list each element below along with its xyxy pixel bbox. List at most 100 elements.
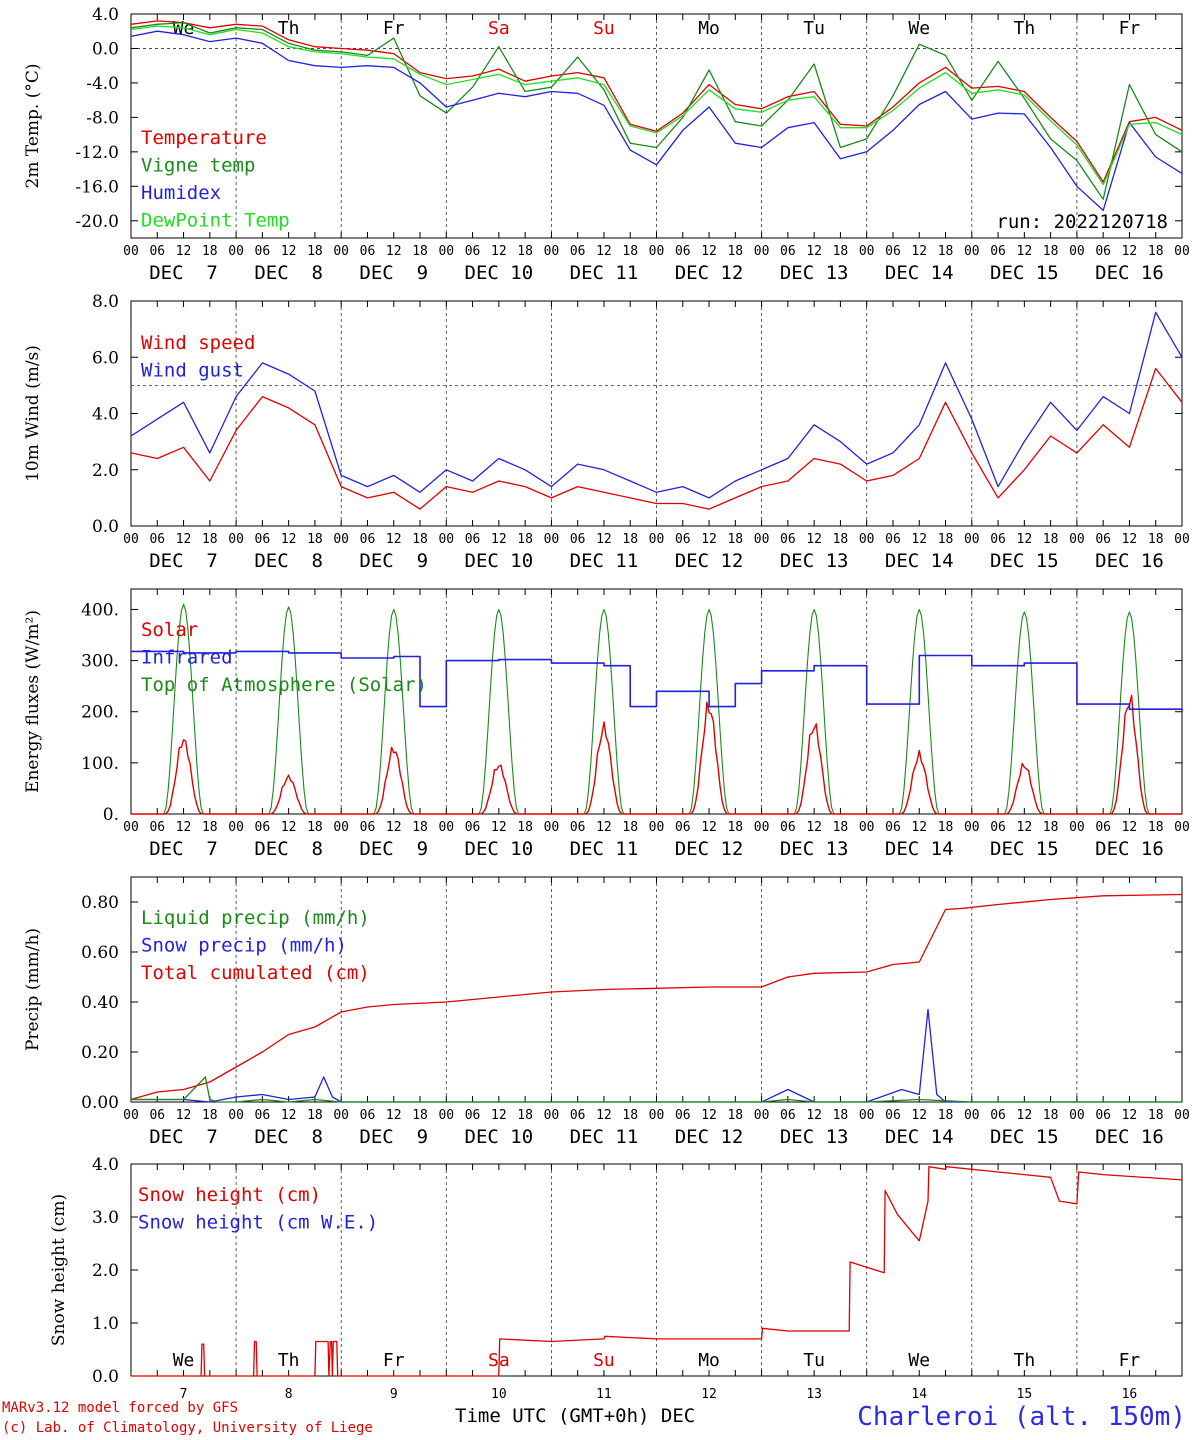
- series-line-vigne-temp: [130, 21, 1183, 200]
- day-number-label: 16: [1122, 1387, 1138, 1402]
- day-number-label: 8: [285, 1387, 293, 1402]
- weekday-label: Th: [278, 18, 300, 39]
- hour-label: 12: [1122, 820, 1138, 835]
- hour-label: 06: [780, 820, 796, 835]
- series-line-temperature: [130, 20, 1183, 183]
- date-label: DEC 10: [465, 838, 534, 860]
- hour-label: 00: [228, 820, 244, 835]
- hour-label: 00: [1174, 532, 1190, 547]
- hour-label: 00: [964, 244, 980, 259]
- model-credit: MARv3.12 model forced by GFS: [2, 1400, 239, 1416]
- series-line-dewpoint-temp: [130, 25, 1183, 186]
- hour-label: 18: [202, 532, 218, 547]
- hour-label: 12: [491, 820, 507, 835]
- hour-label: 18: [938, 532, 954, 547]
- hour-label: 00: [228, 1108, 244, 1123]
- hour-label: 00: [1174, 1108, 1190, 1123]
- date-label: DEC 14: [885, 550, 954, 572]
- hour-label: 00: [544, 532, 560, 547]
- hour-label: 00: [754, 244, 770, 259]
- hour-label: 06: [1095, 244, 1111, 259]
- weekday-label: Th: [1014, 18, 1036, 39]
- hour-label: 12: [176, 244, 192, 259]
- date-label: DEC 10: [465, 550, 534, 572]
- date-label: DEC 16: [1095, 550, 1164, 572]
- date-label: DEC 12: [675, 262, 744, 284]
- day-number-label: 11: [596, 1387, 612, 1402]
- hour-label: 06: [990, 244, 1006, 259]
- hour-label: 12: [806, 820, 822, 835]
- y-axis-label: Energy fluxes (W/m²): [23, 610, 43, 793]
- legend-entry: Snow height (cm W.E.): [138, 1212, 378, 1234]
- hour-label: 12: [701, 1108, 717, 1123]
- hour-label: 12: [596, 244, 612, 259]
- panel-2: 0.0 2.0 4.0 6.0 8.0 10m Wind (m/s) 00 06 12 18 DEC…: [23, 292, 1190, 572]
- hour-label: 12: [596, 1108, 612, 1123]
- hour-label: 06: [570, 532, 586, 547]
- date-label: DEC 8: [254, 1126, 323, 1148]
- y-tick-label: 4.0: [92, 1155, 119, 1175]
- hour-label: 12: [281, 532, 297, 547]
- date-label: DEC 16: [1095, 838, 1164, 860]
- date-label: DEC 9: [359, 262, 428, 284]
- hour-label: 06: [360, 532, 376, 547]
- hour-label: 06: [990, 820, 1006, 835]
- date-label: DEC 13: [780, 838, 849, 860]
- hour-label: 18: [412, 532, 428, 547]
- hour-label: 12: [1017, 244, 1033, 259]
- day-number-label: 12: [701, 1387, 717, 1402]
- hour-label: 00: [544, 820, 560, 835]
- panel-4: 0.00 0.20 0.40 0.60 0.80 Precip (mm/h) 00 06 12 1…: [23, 876, 1190, 1148]
- hour-label: 00: [333, 1108, 349, 1123]
- hour-label: 00: [859, 532, 875, 547]
- hour-label: 06: [360, 244, 376, 259]
- hour-label: 06: [149, 244, 165, 259]
- hour-label: 00: [1069, 244, 1085, 259]
- hour-label: 12: [911, 1108, 927, 1123]
- weekday-label: Su: [593, 1350, 615, 1371]
- hour-label: 18: [412, 1108, 428, 1123]
- date-label: DEC 12: [675, 550, 744, 572]
- hour-label: 12: [1017, 532, 1033, 547]
- hour-label: 18: [517, 820, 533, 835]
- date-label: DEC 7: [149, 838, 218, 860]
- y-tick-label: 0.0: [92, 1367, 119, 1387]
- date-label: DEC 9: [359, 550, 428, 572]
- hour-label: 18: [622, 244, 638, 259]
- y-tick-label: 0.0: [92, 39, 119, 59]
- legend-entry: Infrared: [141, 647, 233, 669]
- weekday-label: Tu: [803, 1350, 825, 1371]
- hour-label: 18: [938, 820, 954, 835]
- weekday-label: Mo: [698, 1350, 720, 1371]
- station-label: Charleroi (alt. 150m): [857, 1402, 1186, 1432]
- series-line-wind-speed: [130, 367, 1183, 510]
- weekday-label: Su: [593, 18, 615, 39]
- y-tick-label: 0.20: [81, 1043, 119, 1063]
- hour-label: 00: [544, 1108, 560, 1123]
- hour-label: 12: [281, 244, 297, 259]
- hour-label: 00: [1174, 244, 1190, 259]
- hour-label: 18: [622, 1108, 638, 1123]
- hour-label: 00: [333, 532, 349, 547]
- day-number-label: 7: [180, 1387, 188, 1402]
- legend-entry: DewPoint Temp: [141, 210, 290, 232]
- weekday-label: We: [908, 18, 930, 39]
- y-tick-label: 6.0: [92, 348, 119, 368]
- day-number-label: 15: [1017, 1387, 1033, 1402]
- hour-label: 00: [1069, 820, 1085, 835]
- hour-label: 00: [859, 820, 875, 835]
- hour-label: 12: [701, 244, 717, 259]
- y-tick-label: 400.: [81, 600, 119, 620]
- legend-entry: Snow precip (mm/h): [141, 935, 347, 957]
- hour-label: 12: [176, 532, 192, 547]
- hour-label: 18: [412, 244, 428, 259]
- hour-label: 18: [517, 244, 533, 259]
- hour-label: 12: [386, 820, 402, 835]
- hour-label: 12: [701, 532, 717, 547]
- hour-label: 06: [885, 1108, 901, 1123]
- legend-entry: Temperature: [141, 127, 267, 149]
- hour-label: 18: [938, 244, 954, 259]
- date-label: DEC 8: [254, 262, 323, 284]
- date-label: DEC 7: [149, 1126, 218, 1148]
- lab-credit: (c) Lab. of Climatology, University of L…: [2, 1420, 373, 1436]
